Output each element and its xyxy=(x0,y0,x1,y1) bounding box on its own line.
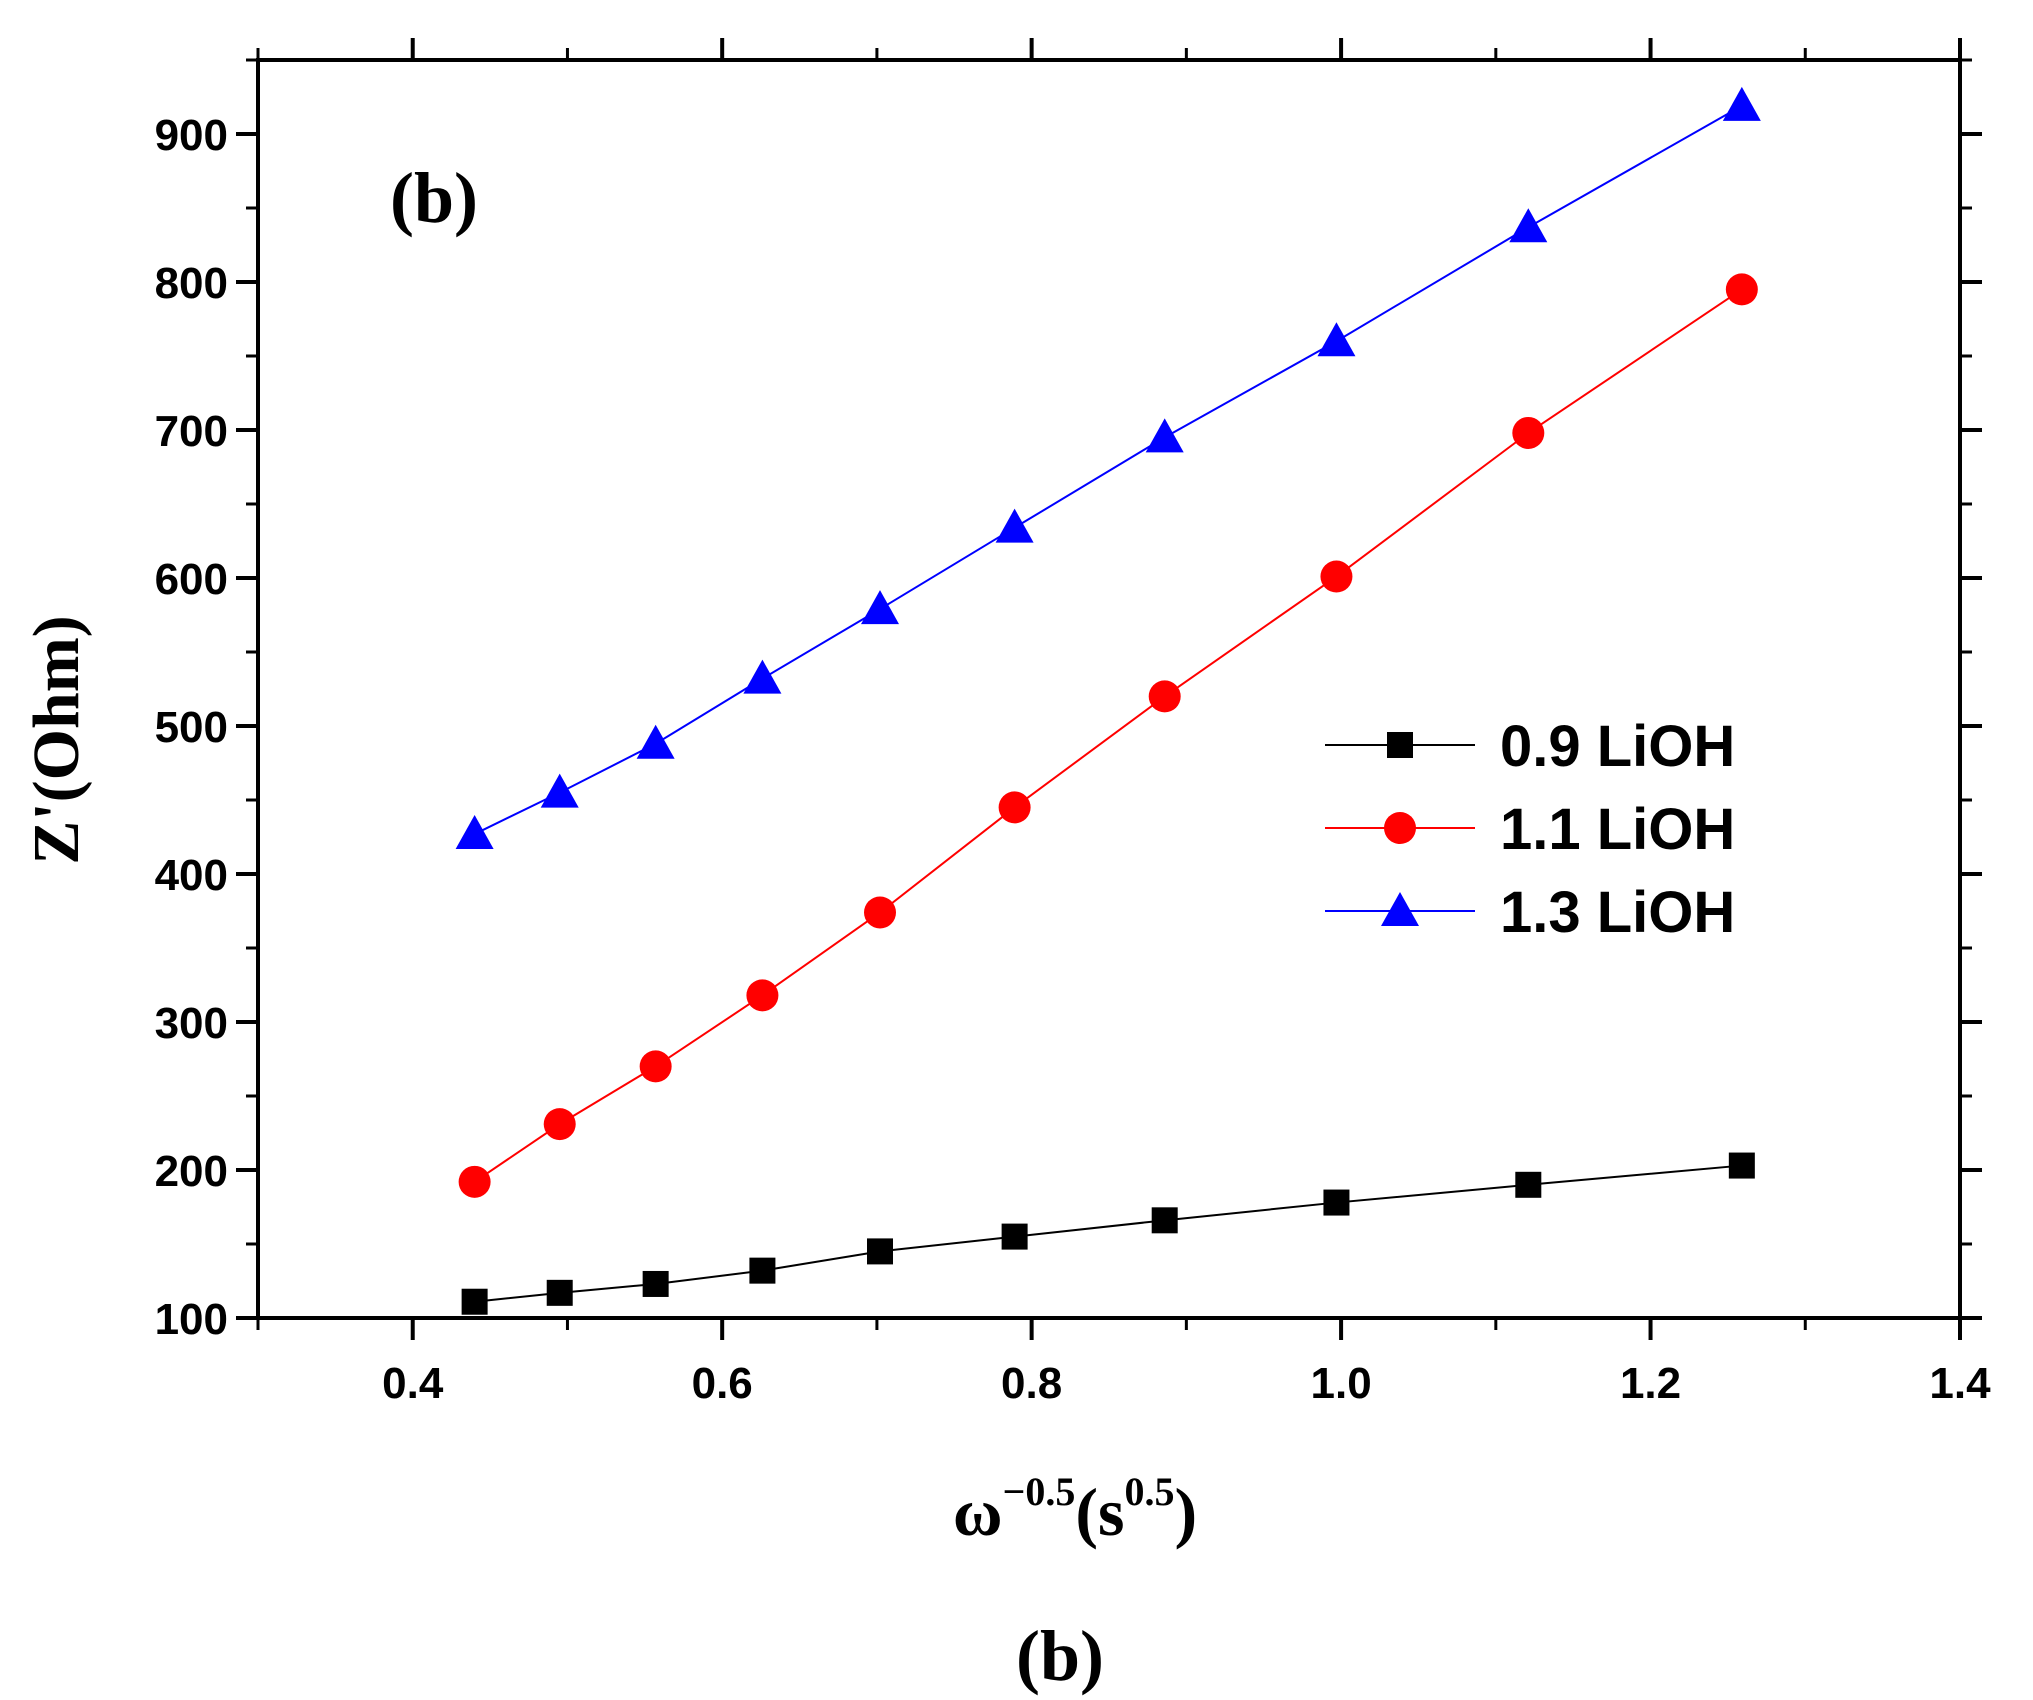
y-tick-label: 100 xyxy=(155,1295,228,1344)
x-label-exp1: −0.5 xyxy=(1003,1469,1076,1514)
x-label-end: ) xyxy=(1174,1474,1197,1550)
series-1-1-lioh-point xyxy=(1320,560,1353,593)
y-tick-label: 500 xyxy=(155,703,228,752)
axes-layer: 0.4 0.6 0.8 1.0 1.2 1.4 100 200 300 400 500 600 700 8… xyxy=(155,38,1991,1408)
series-0-9-lioh-point xyxy=(1001,1223,1028,1250)
x-tick-label: 0.4 xyxy=(382,1359,444,1408)
series-0-9-lioh-point xyxy=(867,1238,894,1265)
series-0-9-lioh-point xyxy=(1151,1207,1178,1234)
y-tick-label: 400 xyxy=(155,851,228,900)
series-1-3-lioh-line xyxy=(474,105,1743,835)
series-1-1-lioh-point xyxy=(458,1165,491,1198)
series-0-9-lioh-point xyxy=(1728,1152,1755,1179)
series-1-1-lioh-point xyxy=(639,1050,672,1083)
series-1-3-lioh-point xyxy=(743,659,782,694)
legend-0-9-lioh-marker xyxy=(1387,732,1413,758)
y-tick-label: 700 xyxy=(155,407,228,456)
series-1-3-lioh-point xyxy=(540,773,579,808)
series-1-1-lioh-point xyxy=(746,979,779,1012)
series-0-9-lioh-point xyxy=(461,1288,488,1315)
y-axis-label: Z'(Ohm) xyxy=(20,615,93,864)
plot-frame xyxy=(256,58,1962,1320)
series-1-3-lioh-point xyxy=(1509,208,1548,243)
x-tick-label: 1.4 xyxy=(1929,1359,1991,1408)
figure-caption: (b) xyxy=(1016,1616,1104,1696)
x-label-base: ω xyxy=(953,1474,1003,1550)
series-0-9-lioh-point xyxy=(1515,1171,1542,1198)
series-0-9-lioh-point xyxy=(749,1257,776,1284)
series-1-3-lioh-point xyxy=(1145,418,1184,453)
y-tick-label: 200 xyxy=(155,1147,228,1196)
series-0-9-lioh-point xyxy=(546,1279,573,1306)
series-0-9-lioh-point xyxy=(1323,1189,1350,1216)
y-tick-label: 900 xyxy=(155,111,228,160)
x-tick-label: 0.8 xyxy=(1001,1359,1062,1408)
legend-0-9-lioh-label: 0.9 LiOH xyxy=(1500,714,1735,779)
legend-1-1-lioh-marker xyxy=(1384,812,1416,844)
series-1-3-lioh-point xyxy=(995,508,1034,543)
y-tick-label: 300 xyxy=(155,999,228,1048)
y-tick-label: 800 xyxy=(155,259,228,308)
series-0-9-lioh-point xyxy=(642,1270,669,1297)
legend-1-1-lioh-label: 1.1 LiOH xyxy=(1500,797,1735,862)
series-1-3-lioh-point xyxy=(455,815,494,850)
y-tick-label: 600 xyxy=(155,555,228,604)
series-1-1-lioh-point xyxy=(1148,680,1181,713)
series-1-3-lioh-point xyxy=(636,724,675,759)
series-1-1-lioh-point xyxy=(1512,416,1545,449)
legend-1-3-lioh-label: 1.3 LiOH xyxy=(1500,880,1735,945)
x-label-mid: (s xyxy=(1075,1474,1124,1550)
x-label-exp2: 0.5 xyxy=(1124,1469,1174,1514)
x-tick-label: 1.2 xyxy=(1620,1359,1681,1408)
series-1-1-lioh-point xyxy=(864,896,897,929)
series-1-1-lioh-line xyxy=(474,288,1743,1183)
series-1-3-lioh-point xyxy=(1317,322,1356,357)
legend-1-3-lioh-marker xyxy=(1381,892,1419,926)
x-tick-label: 0.6 xyxy=(692,1359,753,1408)
series-0-9-lioh-line xyxy=(474,1164,1742,1303)
series-1-1-lioh-point xyxy=(998,791,1031,824)
panel-label: (b) xyxy=(390,158,478,238)
x-tick-label: 1.0 xyxy=(1311,1359,1372,1408)
series-1-3-lioh-point xyxy=(1722,86,1761,121)
series-layer xyxy=(455,86,1761,1315)
legend: 0.9 LiOH 1.1 LiOH 1.3 LiOH xyxy=(1325,714,1735,945)
series-1-1-lioh-point xyxy=(1725,273,1758,306)
series-1-1-lioh-point xyxy=(543,1108,576,1141)
x-axis-label: ω−0.5(s0.5) xyxy=(953,1469,1197,1550)
series-1-3-lioh-point xyxy=(861,590,900,625)
